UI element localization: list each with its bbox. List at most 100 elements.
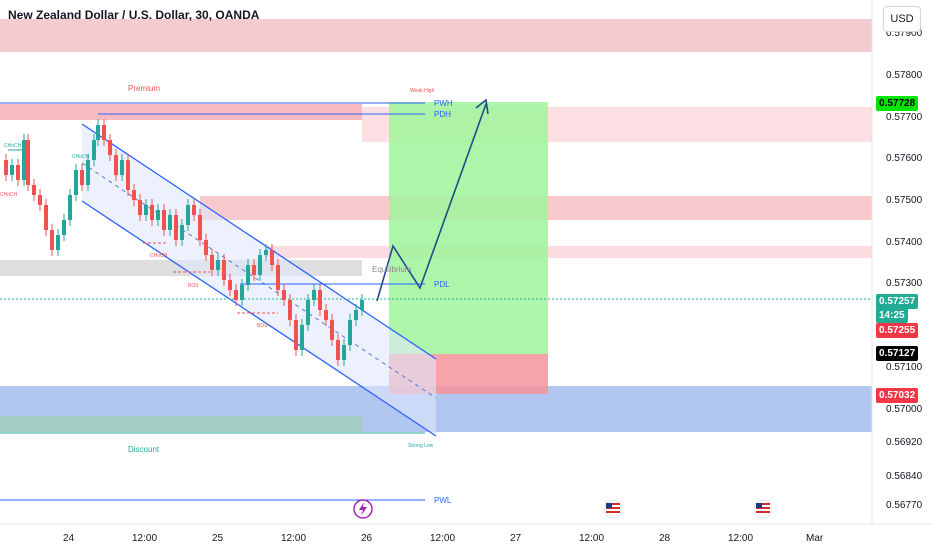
price-axis[interactable]: 0.57900 0.57800 0.57700 0.57600 0.57500 …	[886, 28, 923, 511]
supply-zone-lower	[265, 246, 872, 258]
take-profit-zone	[389, 102, 548, 354]
candle-body	[180, 225, 184, 240]
candle-body	[156, 210, 160, 220]
candle-body	[210, 255, 214, 270]
price-tick: 0.57100	[886, 362, 923, 373]
candle-body	[38, 195, 42, 205]
candle-body	[132, 190, 136, 200]
candle-body	[62, 220, 66, 235]
price-tick: 0.57400	[886, 237, 923, 248]
label-pwh: PWH	[434, 99, 453, 108]
supply-zone-top	[0, 19, 872, 52]
candle-body	[270, 250, 274, 265]
price-tick: 0.57900	[886, 28, 923, 39]
time-tick: Mar	[806, 533, 824, 544]
candle-body	[306, 300, 310, 325]
price-tick: 0.57700	[886, 112, 923, 123]
candle-body	[246, 265, 250, 285]
channel-upper-line	[81, 123, 437, 360]
candle-body	[50, 230, 54, 250]
time-tick: 25	[212, 533, 224, 544]
candle-body	[168, 215, 172, 230]
candle-body	[228, 280, 232, 290]
candle-body	[10, 165, 14, 175]
price-tag-pwh: 0.57728	[876, 96, 919, 111]
price-tag-bid: 0.57255	[876, 323, 919, 338]
candle-body	[114, 155, 118, 175]
candle-body	[144, 205, 148, 215]
candle-body	[342, 345, 346, 360]
candle-body	[22, 140, 26, 180]
candle-body	[288, 300, 292, 320]
candle-body	[80, 170, 84, 185]
candle-body	[150, 205, 154, 220]
dividend-event-icon[interactable]	[353, 499, 373, 519]
candle-body	[336, 340, 340, 360]
candle-body	[216, 260, 220, 270]
candle-body	[138, 200, 142, 215]
candle-body	[44, 205, 48, 230]
candle-body	[258, 255, 262, 275]
time-tick: 12:00	[281, 533, 306, 544]
label-discount: Discount	[128, 445, 160, 454]
candle-body	[282, 290, 286, 300]
price-tick: 0.56840	[886, 471, 923, 482]
price-tick: 0.57000	[886, 404, 923, 415]
label-choch-2: CHoCH	[72, 154, 90, 160]
time-axis[interactable]: 24 12:00 25 12:00 26 12:00 27 12:00 28 1…	[63, 533, 824, 544]
price-tag-last: 0.57257	[876, 294, 919, 309]
price-tick: 0.57800	[886, 70, 923, 81]
label-choch-3: CHoCH	[0, 192, 18, 198]
label-equilibrium: Equilibrium	[372, 265, 412, 274]
time-tick: 27	[510, 533, 522, 544]
candle-body	[300, 325, 304, 350]
time-tick: 28	[659, 533, 671, 544]
candle-body	[192, 205, 196, 215]
label-bos-2: BOS	[257, 323, 268, 329]
candle-body	[348, 320, 352, 345]
candle-body	[240, 285, 244, 300]
candle-body	[204, 240, 208, 255]
price-tick: 0.56770	[886, 500, 923, 511]
candle-body	[32, 185, 36, 195]
candle-body	[68, 195, 72, 220]
label-pwl: PWL	[434, 496, 452, 505]
label-pdh: PDH	[434, 110, 451, 119]
price-tag-level: 0.57127	[876, 346, 919, 361]
candle-body	[234, 290, 238, 300]
candle-body	[92, 140, 96, 160]
candle-body	[354, 310, 358, 320]
candle-body	[16, 165, 20, 180]
channel-fill	[82, 124, 436, 436]
candle-body	[312, 290, 316, 300]
candle-body	[86, 160, 90, 185]
us-flag-event-icon-1[interactable]	[603, 499, 623, 519]
candle-body	[324, 310, 328, 320]
candle-body	[102, 125, 106, 140]
candle-body	[4, 160, 8, 175]
time-tick: 24	[63, 533, 75, 544]
candle-body	[318, 290, 322, 310]
candle-body	[276, 265, 280, 290]
time-tick: 12:00	[430, 533, 455, 544]
candle-body	[252, 265, 256, 275]
premium-zone	[0, 104, 362, 120]
candle-body	[360, 300, 364, 310]
time-tick: 12:00	[728, 533, 753, 544]
candlestick-series	[4, 119, 364, 366]
price-tick: 0.57300	[886, 278, 923, 289]
candle-body	[126, 160, 130, 190]
channel-lower-line	[81, 200, 437, 437]
label-bos-1: BOS	[188, 283, 199, 289]
candle-body	[222, 260, 226, 280]
currency-button[interactable]: USD	[883, 6, 921, 32]
symbol-title[interactable]: New Zealand Dollar / U.S. Dollar, 30, OA…	[8, 8, 260, 22]
candle-body	[162, 210, 166, 230]
label-choch-1: CHoCH	[4, 143, 22, 149]
candle-body	[26, 140, 30, 185]
candle-body	[108, 140, 112, 155]
candle-body	[56, 235, 60, 250]
candle-body	[74, 170, 78, 195]
us-flag-event-icon-2[interactable]	[753, 499, 773, 519]
